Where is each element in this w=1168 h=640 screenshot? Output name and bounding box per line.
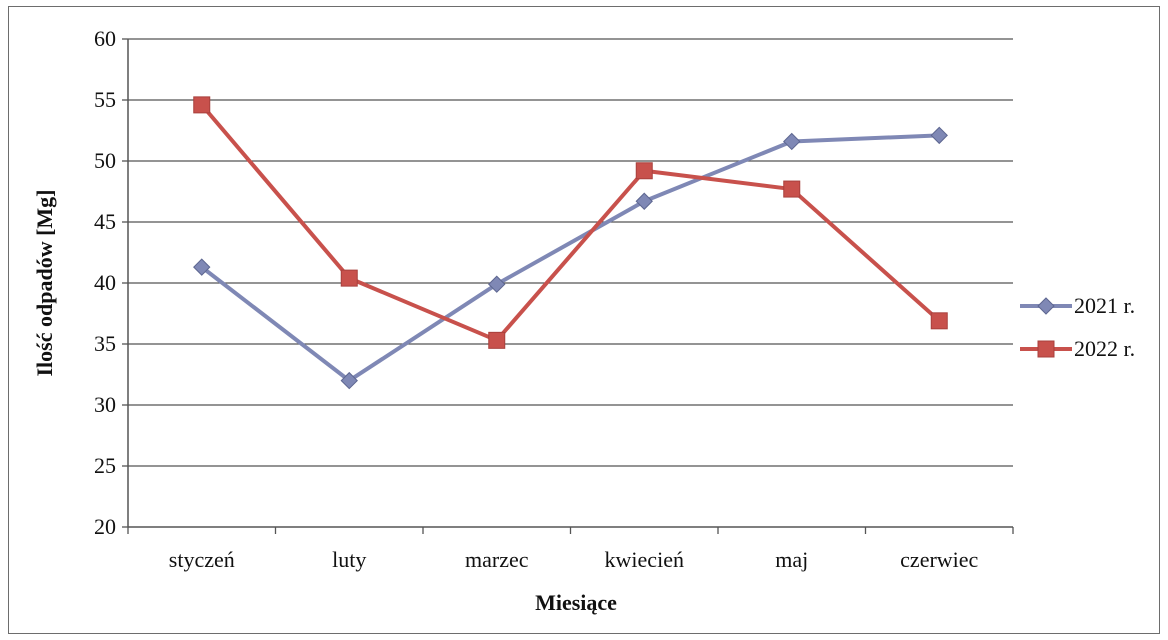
data-point [193, 258, 211, 276]
legend-label: 2021 r. [1074, 293, 1135, 318]
data-point [340, 269, 358, 287]
x-tick-label: marzec [465, 547, 529, 572]
data-point [488, 331, 506, 349]
x-tick-label: maj [775, 547, 808, 572]
legend: 2021 r. 2022 r. [1020, 293, 1135, 361]
x-tick-labels: styczeń luty marzec kwiecień maj czerwiec [169, 547, 979, 572]
y-tick-label: 40 [94, 270, 116, 295]
y-tick-label: 55 [94, 87, 116, 112]
series-2 [193, 96, 948, 349]
series-line [200, 103, 941, 343]
data-point [635, 192, 653, 210]
data-point [930, 312, 948, 330]
y-tick-label: 60 [94, 26, 116, 51]
chart-frame [8, 6, 1160, 634]
y-tick-label: 30 [94, 392, 116, 417]
data-point [340, 371, 358, 390]
legend-item: 2021 r. [1020, 293, 1135, 318]
data-point [783, 132, 801, 151]
axes [122, 38, 1014, 534]
data-point [488, 275, 506, 293]
y-tick-label: 45 [94, 209, 116, 234]
legend-label: 2022 r. [1074, 336, 1135, 361]
data-point [930, 126, 948, 145]
y-tick-labels: 20 25 30 35 40 45 50 55 60 [94, 26, 116, 539]
x-tick-label: luty [332, 547, 366, 572]
legend-item: 2022 r. [1020, 336, 1135, 361]
series-1 [193, 126, 948, 390]
gridlines [128, 38, 1013, 467]
legend-marker [1037, 297, 1055, 315]
x-tick-label: czerwiec [900, 547, 978, 572]
y-tick-label: 20 [94, 514, 116, 539]
x-tick-label: styczeń [169, 547, 235, 572]
y-tick-label: 35 [94, 331, 116, 356]
series [193, 96, 948, 390]
y-axis-title: Ilość odpadów [Mg] [32, 189, 57, 376]
x-tick-label: kwiecień [605, 547, 684, 572]
legend-marker [1037, 340, 1055, 358]
y-tick-label: 25 [94, 453, 116, 478]
series-line [200, 133, 940, 383]
y-tick-label: 50 [94, 148, 116, 173]
data-point [635, 162, 653, 180]
data-point [193, 96, 211, 114]
x-axis-title: Miesiące [535, 590, 617, 615]
data-point [783, 180, 801, 198]
